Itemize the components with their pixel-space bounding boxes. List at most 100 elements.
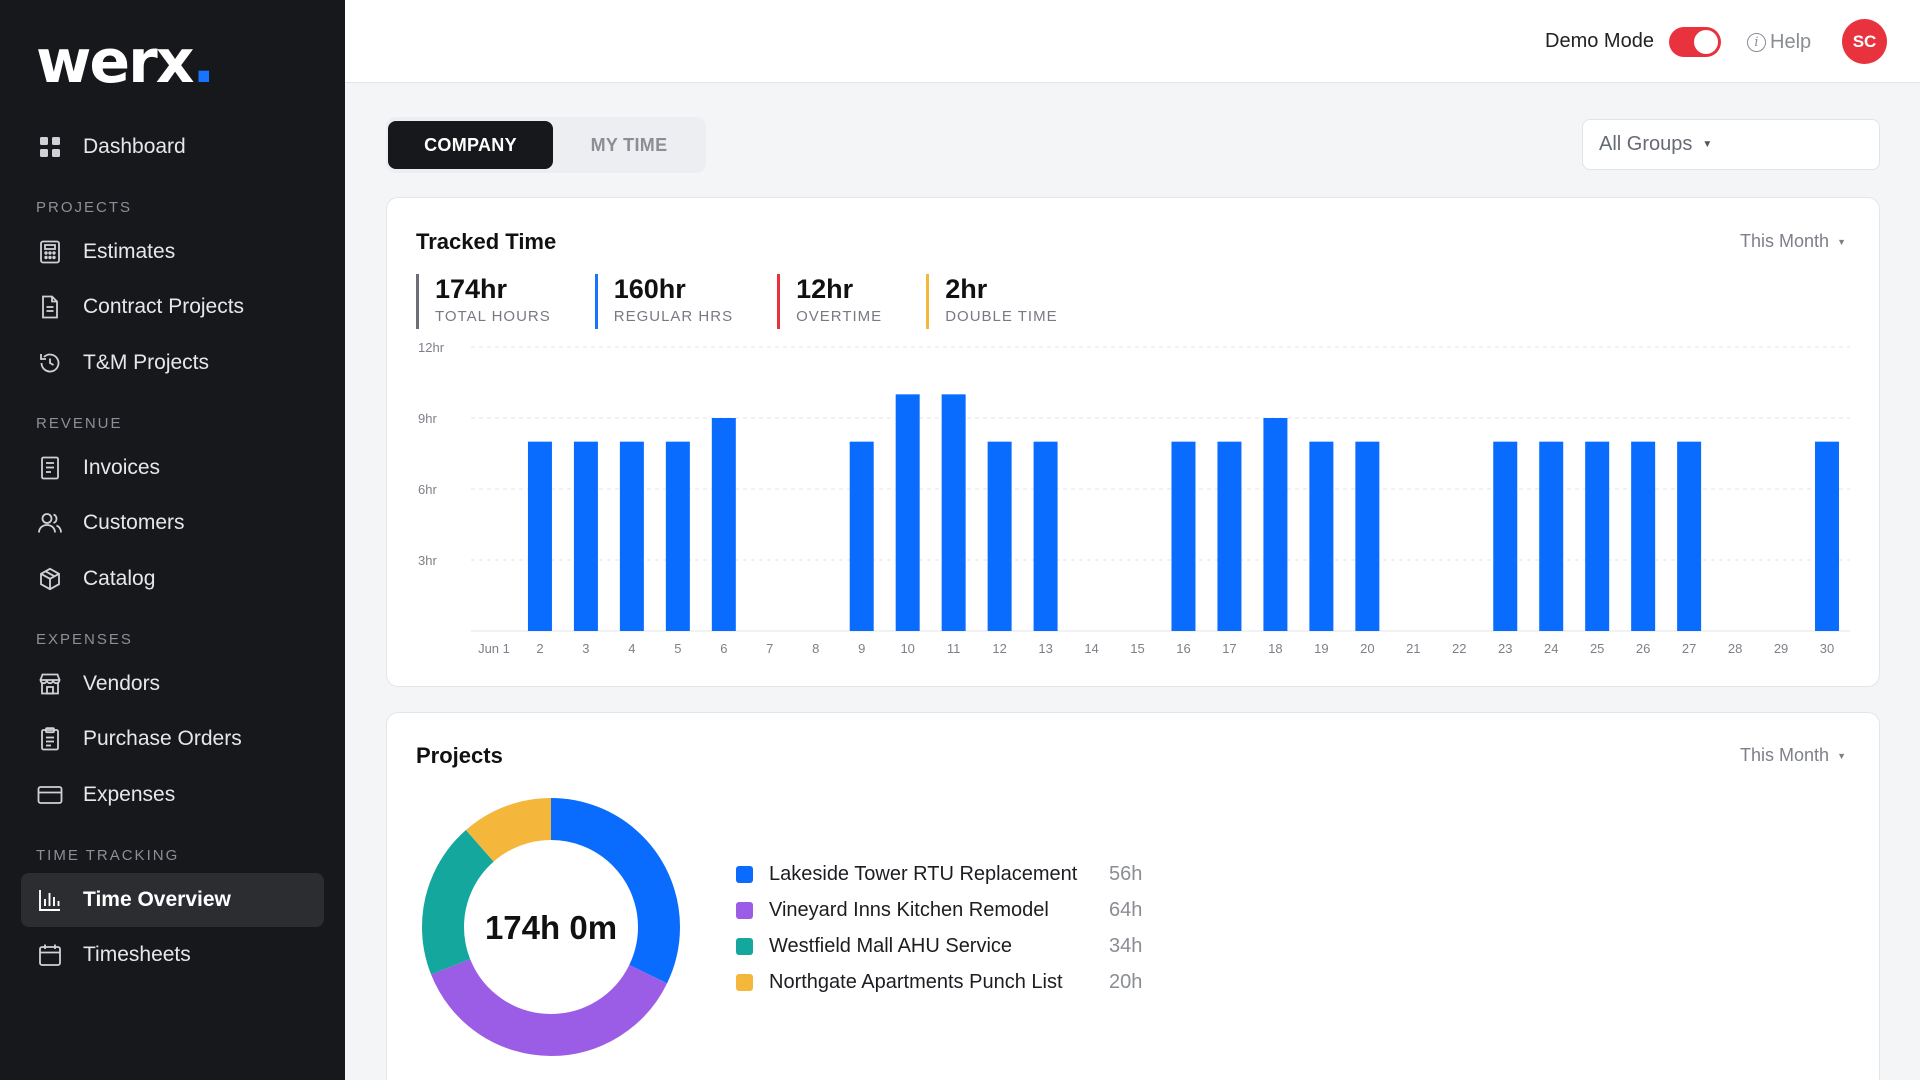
bar[interactable] — [895, 394, 920, 631]
sidebar-item-customers[interactable]: Customers — [21, 496, 324, 550]
sidebar-item-catalog[interactable]: Catalog — [21, 552, 324, 606]
bar[interactable] — [619, 441, 644, 631]
period-select[interactable]: This Month ▼ — [1740, 231, 1846, 252]
x-tick-label: Jun 1 — [478, 641, 510, 656]
sidebar-item-time-overview[interactable]: Time Overview — [21, 873, 324, 927]
tab-my-time[interactable]: MY TIME — [590, 134, 668, 155]
sidebar-item-contract-projects[interactable]: Contract Projects — [21, 280, 324, 334]
x-tick-label: 30 — [1820, 641, 1834, 656]
sidebar-item-label: T&M Projects — [83, 351, 210, 374]
sidebar-item-label: Dashboard — [83, 135, 186, 158]
bar[interactable] — [527, 441, 552, 631]
stat-value: 12hr — [796, 274, 854, 304]
bar[interactable] — [711, 418, 736, 631]
sidebar: werx. Dashboard PROJECTS Estimates Contr… — [0, 0, 345, 1080]
bar[interactable] — [1033, 441, 1058, 631]
sidebar-item-label: Timesheets — [83, 943, 191, 966]
sidebar-item-purchase-orders[interactable]: Purchase Orders — [21, 712, 324, 766]
x-tick-label: 29 — [1774, 641, 1788, 656]
clipboard-icon — [37, 726, 63, 752]
x-tick-label: 6 — [720, 641, 727, 656]
stat-label: DOUBLE TIME — [945, 308, 1058, 325]
legend-item[interactable]: Westfield Mall AHU Service 34h — [736, 928, 1142, 964]
sidebar-item-invoices[interactable]: Invoices — [21, 441, 324, 495]
demo-mode-toggle[interactable] — [1669, 27, 1721, 57]
legend-item[interactable]: Northgate Apartments Punch List 20h — [736, 964, 1142, 1000]
users-icon — [37, 510, 63, 536]
legend-project-hours: 64h — [1109, 898, 1143, 921]
legend-project-hours: 34h — [1109, 934, 1143, 957]
stat-value: 160hr — [613, 274, 686, 304]
sidebar-item-vendors[interactable]: Vendors — [21, 657, 324, 711]
box-icon — [37, 566, 63, 592]
donut-slice[interactable] — [422, 798, 680, 1056]
help-label: Help — [1770, 31, 1812, 53]
toggle-knob — [1694, 30, 1718, 54]
legend-item[interactable]: Lakeside Tower RTU Replacement 56h — [736, 856, 1142, 892]
x-tick-label: 26 — [1636, 641, 1650, 656]
x-tick-label: 16 — [1176, 641, 1190, 656]
legend-project-name: Northgate Apartments Punch List — [769, 970, 1063, 993]
projects-card: Projects This Month ▼ 174h 0m Lakeside T… — [386, 712, 1880, 1080]
sidebar-item-dashboard[interactable]: Dashboard — [21, 120, 324, 174]
legend-project-name: Vineyard Inns Kitchen Remodel — [769, 898, 1049, 921]
stats-row: 174hr TOTAL HOURS 160hr REGULAR HRS 12hr… — [416, 274, 1102, 329]
legend-item[interactable]: Vineyard Inns Kitchen Remodel 64h — [736, 892, 1142, 928]
donut-slice[interactable] — [422, 798, 680, 1056]
sidebar-item-estimates[interactable]: Estimates — [21, 225, 324, 279]
card-title: Tracked Time — [416, 229, 557, 254]
sidebar-item-tm-projects[interactable]: T&M Projects — [21, 336, 324, 390]
bar[interactable] — [1355, 441, 1380, 631]
projects-legend: Lakeside Tower RTU Replacement 56h Vineyar… — [736, 856, 1142, 1000]
x-tick-label: 4 — [628, 641, 635, 656]
store-icon — [37, 671, 63, 697]
period-select-value: This Month — [1740, 231, 1830, 251]
section-label-expenses: EXPENSES — [36, 631, 133, 648]
groups-select[interactable]: All Groups ▼ — [1582, 119, 1880, 170]
bar[interactable] — [1263, 418, 1288, 631]
credit-card-icon — [37, 782, 63, 808]
stat-total-hours: 174hr TOTAL HOURS — [416, 274, 551, 329]
sidebar-item-label: Purchase Orders — [83, 727, 242, 750]
bar[interactable] — [849, 441, 874, 631]
x-tick-label: 3 — [582, 641, 589, 656]
bar[interactable] — [1171, 441, 1196, 631]
bar[interactable] — [1217, 441, 1242, 631]
avatar[interactable]: SC — [1842, 19, 1887, 64]
bar[interactable] — [665, 441, 690, 631]
history-icon — [37, 350, 63, 376]
bar[interactable] — [1631, 441, 1656, 631]
x-tick-label: 20 — [1360, 641, 1374, 656]
legend-project-hours: 20h — [1109, 970, 1143, 993]
bar[interactable] — [1309, 441, 1334, 631]
caret-down-icon: ▼ — [1702, 139, 1713, 150]
tab-company[interactable]: COMPANY — [388, 121, 553, 169]
bar[interactable] — [573, 441, 598, 631]
stat-double-time: 2hr DOUBLE TIME — [926, 274, 1057, 329]
sidebar-item-expenses[interactable]: Expenses — [21, 768, 324, 822]
help-link[interactable]: i Help — [1747, 31, 1811, 54]
y-tick-label: 9hr — [418, 411, 437, 426]
document-icon — [37, 294, 63, 320]
x-tick-label: 9 — [858, 641, 865, 656]
sidebar-item-timesheets[interactable]: Timesheets — [21, 928, 324, 982]
legend-project-name: Westfield Mall AHU Service — [769, 934, 1013, 957]
donut-total: 174h 0m — [485, 909, 617, 946]
demo-mode-label: Demo Mode — [1545, 30, 1654, 52]
bar[interactable] — [1677, 441, 1702, 631]
bar[interactable] — [1585, 441, 1610, 631]
bar[interactable] — [987, 441, 1012, 631]
period-select[interactable]: This Month ▼ — [1740, 745, 1846, 766]
section-label-projects: PROJECTS — [36, 199, 133, 216]
bar[interactable] — [1539, 441, 1564, 631]
x-tick-label: 7 — [766, 641, 773, 656]
donut-slice[interactable] — [422, 798, 680, 1056]
stat-regular-hours: 160hr REGULAR HRS — [594, 274, 733, 329]
y-tick-label: 6hr — [418, 482, 437, 497]
bar[interactable] — [1493, 441, 1518, 631]
werx-logo[interactable]: werx. — [36, 27, 215, 97]
sidebar-item-label: Expenses — [83, 783, 176, 806]
bar[interactable] — [941, 394, 966, 631]
bar[interactable] — [1815, 441, 1840, 631]
